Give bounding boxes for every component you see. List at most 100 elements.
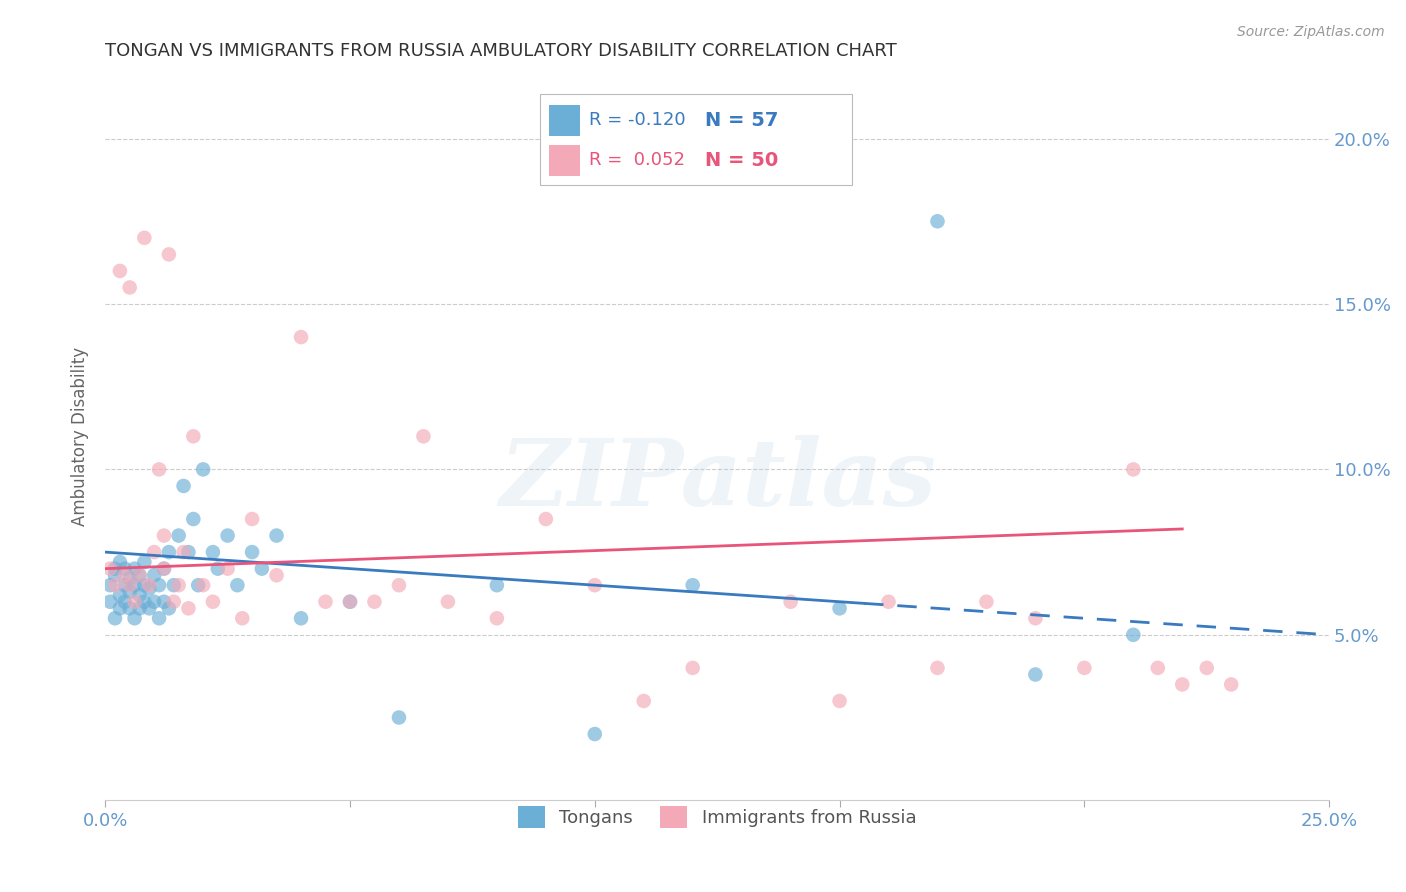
Y-axis label: Ambulatory Disability: Ambulatory Disability — [72, 347, 89, 526]
Point — [485, 611, 508, 625]
Point — [339, 595, 361, 609]
Point — [191, 578, 214, 592]
Point — [153, 561, 176, 575]
FancyBboxPatch shape — [550, 105, 581, 136]
Point — [124, 578, 146, 592]
Point — [98, 561, 121, 575]
Point — [124, 561, 146, 575]
Text: N = 57: N = 57 — [704, 111, 779, 130]
Point — [108, 264, 131, 278]
Text: ZIPatlas: ZIPatlas — [499, 435, 935, 525]
Point — [1220, 677, 1243, 691]
Point — [1195, 661, 1218, 675]
Point — [1122, 462, 1144, 476]
Point — [240, 545, 263, 559]
Point — [191, 462, 214, 476]
Point — [877, 595, 900, 609]
Point — [207, 561, 229, 575]
Point — [163, 595, 186, 609]
Point — [153, 561, 176, 575]
Point — [153, 595, 176, 609]
Point — [104, 561, 127, 575]
Point — [143, 568, 166, 582]
Point — [118, 601, 141, 615]
Text: R = -0.120: R = -0.120 — [589, 112, 685, 129]
Point — [250, 561, 273, 575]
Point — [240, 512, 263, 526]
Point — [1073, 661, 1095, 675]
Point — [1024, 611, 1046, 625]
Point — [153, 528, 176, 542]
Point — [633, 694, 655, 708]
Point — [128, 601, 150, 615]
Point — [148, 578, 170, 592]
Point — [177, 601, 200, 615]
Point — [217, 528, 239, 542]
Point — [226, 578, 249, 592]
Point — [104, 611, 127, 625]
Point — [157, 601, 180, 615]
Point — [437, 595, 460, 609]
Point — [108, 601, 131, 615]
Point — [128, 588, 150, 602]
Point — [290, 611, 312, 625]
Point — [187, 578, 209, 592]
Point — [118, 584, 141, 599]
Point — [1146, 661, 1168, 675]
Point — [266, 528, 288, 542]
Point — [388, 710, 411, 724]
Point — [173, 545, 195, 559]
Point — [388, 578, 411, 592]
Point — [217, 561, 239, 575]
Point — [143, 595, 166, 609]
Point — [114, 595, 136, 609]
Point — [266, 568, 288, 582]
Point — [201, 595, 224, 609]
Point — [231, 611, 253, 625]
Point — [118, 578, 141, 592]
Point — [167, 578, 190, 592]
Point — [927, 661, 949, 675]
Point — [124, 595, 146, 609]
Point — [976, 595, 998, 609]
Point — [124, 611, 146, 625]
Point — [339, 595, 361, 609]
Point — [138, 578, 160, 592]
Point — [114, 568, 136, 582]
Point — [98, 578, 121, 592]
Point — [363, 595, 385, 609]
Point — [134, 595, 156, 609]
Point — [173, 479, 195, 493]
Point — [167, 528, 190, 542]
Point — [134, 555, 156, 569]
Point — [485, 578, 508, 592]
Point — [1171, 677, 1194, 691]
Point — [534, 512, 557, 526]
Point — [183, 429, 205, 443]
Point — [148, 611, 170, 625]
Point — [148, 462, 170, 476]
Point — [779, 595, 801, 609]
Point — [682, 578, 704, 592]
Point — [138, 582, 160, 596]
Point — [134, 231, 156, 245]
Point — [157, 247, 180, 261]
Point — [201, 545, 224, 559]
Legend: Tongans, Immigrants from Russia: Tongans, Immigrants from Russia — [510, 798, 924, 835]
Point — [412, 429, 434, 443]
Point — [98, 595, 121, 609]
FancyBboxPatch shape — [550, 145, 581, 176]
Point — [583, 727, 606, 741]
Point — [682, 661, 704, 675]
Point — [1024, 667, 1046, 681]
Point — [828, 694, 851, 708]
Point — [118, 280, 141, 294]
Point — [134, 578, 156, 592]
Point — [114, 561, 136, 575]
Point — [1122, 628, 1144, 642]
Point — [163, 578, 186, 592]
Point — [177, 545, 200, 559]
Text: TONGAN VS IMMIGRANTS FROM RUSSIA AMBULATORY DISABILITY CORRELATION CHART: TONGAN VS IMMIGRANTS FROM RUSSIA AMBULAT… — [105, 42, 897, 60]
Point — [315, 595, 337, 609]
Point — [118, 572, 141, 586]
